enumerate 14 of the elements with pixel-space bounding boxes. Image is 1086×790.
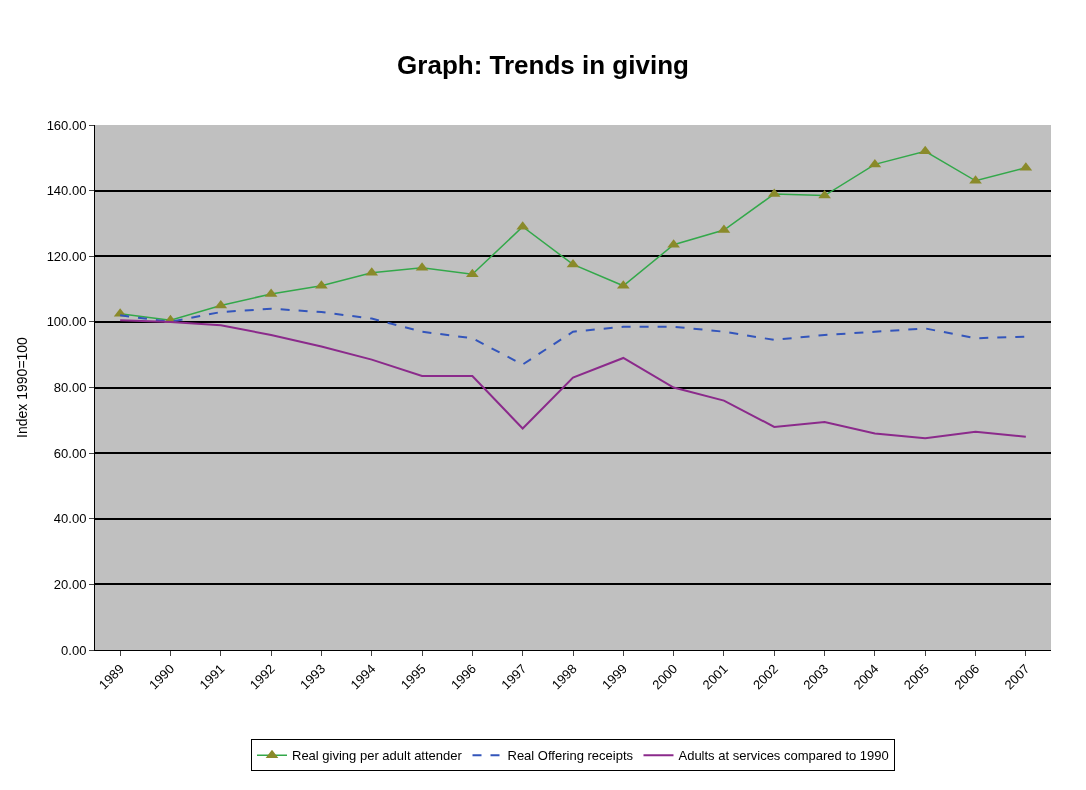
y-tick-label: 160.00 [46, 117, 87, 133]
legend-label: Real giving per adult attender [292, 748, 463, 764]
legend-label: Real Offering receipts [507, 748, 634, 764]
y-tick-label: 100.00 [46, 314, 87, 330]
y-tick-label: 20.00 [53, 576, 87, 592]
legend-label: Adults at services compared to 1990 [678, 748, 889, 764]
y-tick-label: 80.00 [53, 380, 87, 396]
y-tick-label: 60.00 [53, 445, 87, 461]
y-tick-label: 120.00 [46, 248, 87, 264]
y-tick-label: 140.00 [46, 183, 87, 199]
y-axis-title: Index 1990=100 [14, 336, 31, 438]
y-tick-label: 0.00 [61, 642, 87, 658]
y-tick-label: 40.00 [53, 511, 87, 527]
chart-title: Graph: Trends in giving [397, 49, 689, 80]
